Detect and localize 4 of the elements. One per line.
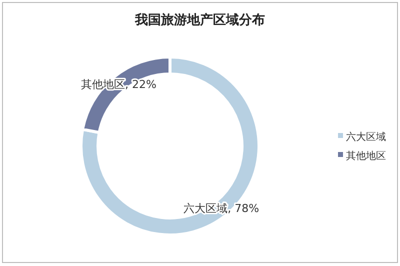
legend-label: 六大区域 bbox=[346, 131, 386, 143]
chart-title: 我国旅游地产区域分布 bbox=[134, 12, 265, 28]
data-label: 六大区域, 78% bbox=[184, 202, 260, 216]
legend-label: 其他地区 bbox=[346, 150, 386, 162]
